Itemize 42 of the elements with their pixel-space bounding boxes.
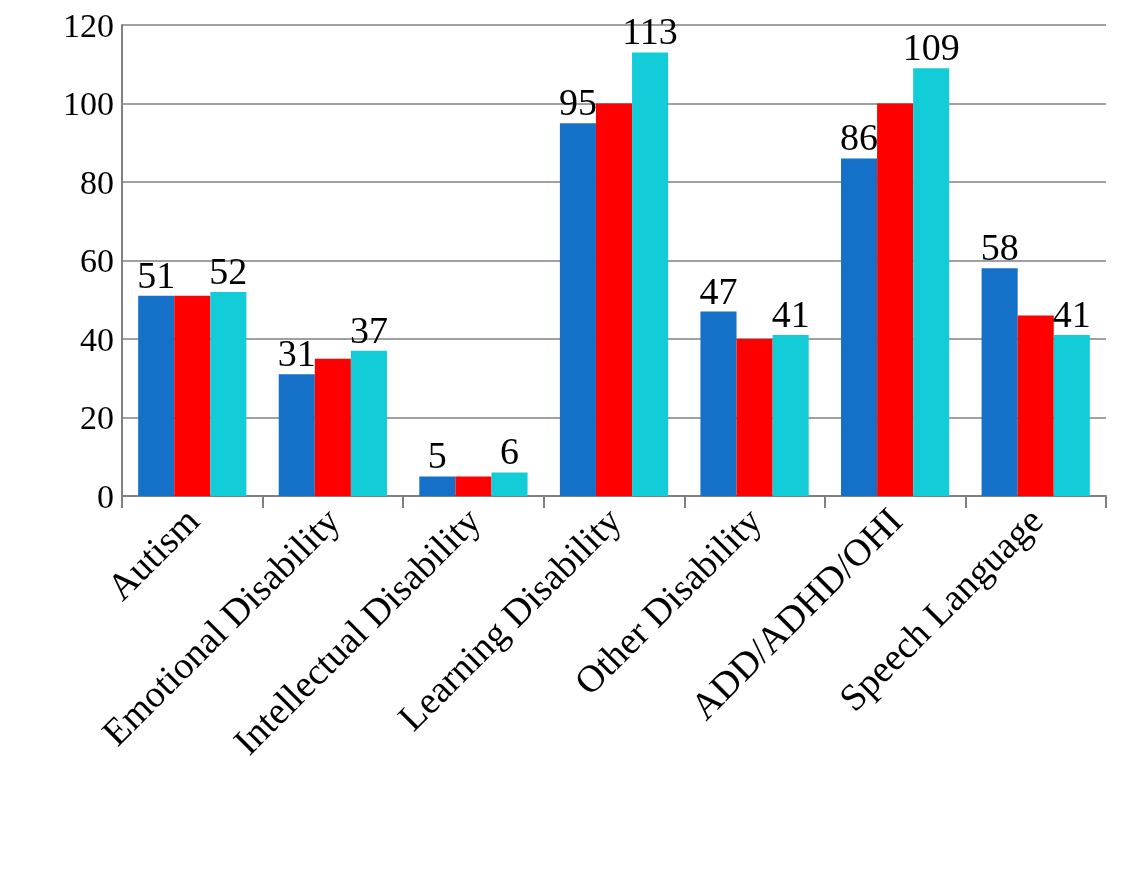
bar bbox=[278, 374, 315, 496]
bar bbox=[455, 476, 492, 496]
bar bbox=[138, 295, 175, 496]
y-tick-label: 80 bbox=[80, 163, 114, 201]
y-tick-label: 0 bbox=[97, 477, 114, 515]
data-label: 37 bbox=[349, 308, 388, 351]
y-tick-label: 100 bbox=[63, 85, 114, 122]
y-tick-label: 20 bbox=[80, 399, 114, 436]
bar bbox=[559, 123, 596, 496]
data-label: 41 bbox=[771, 293, 810, 336]
bar bbox=[632, 52, 669, 496]
bar bbox=[595, 103, 633, 496]
bar bbox=[700, 311, 737, 496]
bar bbox=[981, 268, 1018, 496]
data-label: 113 bbox=[622, 10, 678, 53]
bar bbox=[1053, 335, 1090, 496]
data-label: 31 bbox=[277, 332, 316, 375]
bar bbox=[772, 335, 809, 496]
data-label: 95 bbox=[558, 81, 597, 124]
data-label: 41 bbox=[1052, 293, 1091, 336]
data-label: 51 bbox=[137, 253, 176, 296]
y-tick-label: 120 bbox=[63, 6, 114, 44]
bar bbox=[350, 350, 387, 496]
bar bbox=[841, 158, 878, 496]
bar bbox=[314, 358, 351, 496]
data-label: 5 bbox=[427, 434, 447, 477]
y-tick-label: 60 bbox=[80, 242, 114, 279]
data-label: 86 bbox=[840, 116, 879, 159]
bar bbox=[877, 103, 914, 496]
data-label: 58 bbox=[980, 226, 1019, 269]
bar bbox=[1017, 315, 1054, 496]
data-label: 52 bbox=[209, 249, 248, 292]
bar bbox=[736, 339, 773, 496]
data-label: 6 bbox=[500, 430, 520, 473]
bar bbox=[174, 295, 211, 496]
bar bbox=[491, 472, 528, 496]
data-label: 47 bbox=[699, 269, 738, 312]
bar bbox=[419, 476, 456, 496]
data-label: 109 bbox=[902, 26, 960, 69]
y-tick-label: 40 bbox=[80, 320, 114, 358]
bar bbox=[210, 291, 247, 496]
bar bbox=[913, 68, 950, 496]
